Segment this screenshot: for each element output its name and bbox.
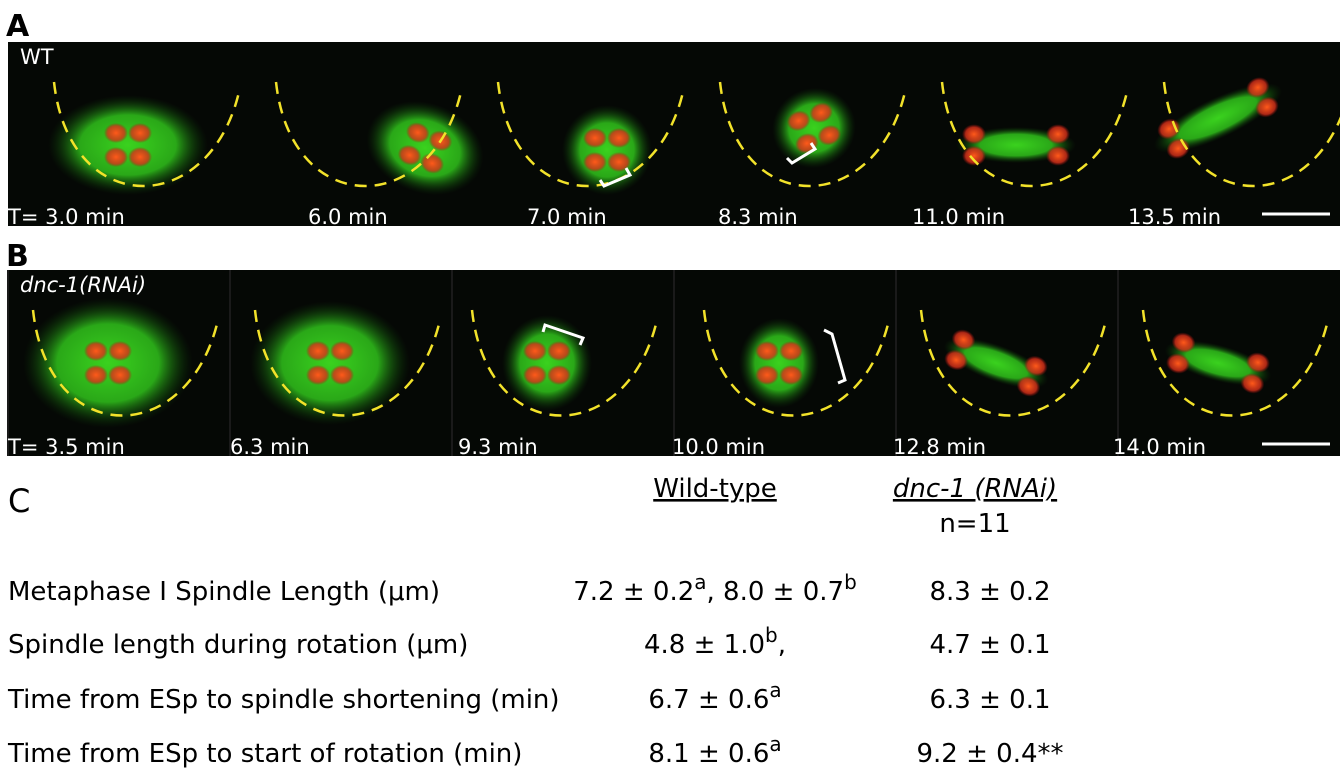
cell <box>23 298 193 428</box>
superscript: b <box>844 570 857 594</box>
time-label: 6.0 min <box>308 205 388 229</box>
value-text: 9.2 ± 0.4** <box>916 739 1063 769</box>
superscript: a <box>694 570 706 594</box>
condition-label: WT <box>20 45 54 69</box>
cell-value: 7.2 ± 0.2a, 8.0 ± 0.7b <box>573 570 857 607</box>
panel-label: C <box>8 482 30 520</box>
spindle <box>250 301 410 425</box>
chromosome <box>1046 124 1070 144</box>
chromosome <box>583 152 607 172</box>
cell-value: 8.3 ± 0.2 <box>929 577 1050 607</box>
time-label: T= 3.5 min <box>7 435 125 459</box>
chromosome <box>84 365 108 385</box>
cell-value: 6.7 ± 0.6a <box>648 678 781 715</box>
chromosome <box>306 341 330 361</box>
row-label: Metaphase I Spindle Length (μm) <box>8 577 440 607</box>
chromosome <box>84 341 108 361</box>
chromosome <box>128 147 152 167</box>
spindle <box>23 298 193 428</box>
cell-value: 9.2 ± 0.4** <box>916 739 1063 769</box>
cell <box>502 315 592 411</box>
chromosome <box>607 128 631 148</box>
spindle <box>562 105 652 195</box>
cell-value: 4.8 ± 1.0b, <box>644 623 786 660</box>
chromosome <box>547 341 571 361</box>
time-label: 14.0 min <box>1113 435 1206 459</box>
value-text: 4.8 ± 1.0 <box>644 630 765 660</box>
chromosome <box>104 123 128 143</box>
sample-size: n=11 <box>939 509 1010 539</box>
time-label: 7.0 min <box>527 205 607 229</box>
chromosome <box>779 341 803 361</box>
chromosome <box>962 124 986 144</box>
chromosome <box>755 341 779 361</box>
value-text: , 8.0 ± 0.7 <box>707 577 845 607</box>
time-label: 9.3 min <box>458 435 538 459</box>
chromosome <box>523 365 547 385</box>
chromosome <box>547 365 571 385</box>
cell-value: 8.1 ± 0.6a <box>648 732 781 769</box>
chromosome <box>108 365 132 385</box>
time-label: 11.0 min <box>912 205 1005 229</box>
chromosome <box>755 365 779 385</box>
chromosome <box>128 123 152 143</box>
time-label: 10.0 min <box>672 435 765 459</box>
cell <box>48 95 208 195</box>
value-text: 4.7 ± 0.1 <box>929 630 1050 660</box>
value-text: , <box>778 630 786 660</box>
chromosome <box>1046 146 1070 166</box>
chromosome <box>330 341 354 361</box>
column-header: Wild-type <box>653 474 777 504</box>
figure: A T= 3.0 min 6.0 min 7.0 min 8.3 min 11.0 min… <box>0 0 1340 772</box>
time-label: 13.5 min <box>1128 205 1221 229</box>
value-text: 6.7 ± 0.6 <box>648 685 769 715</box>
row-label: Time from ESp to spindle shortening (min… <box>7 685 560 715</box>
cell <box>739 318 819 408</box>
superscript: b <box>765 623 778 647</box>
chromosome <box>104 147 128 167</box>
chromosome <box>583 128 607 148</box>
cell-value: 4.7 ± 0.1 <box>929 630 1050 660</box>
superscript: a <box>769 732 781 756</box>
chromosome <box>523 341 547 361</box>
column-header: dnc-1 (RNAi) <box>893 474 1057 504</box>
panel-label: B <box>6 239 29 274</box>
value-text: 8.1 ± 0.6 <box>648 739 769 769</box>
superscript: a <box>769 678 781 702</box>
row-label: Spindle length during rotation (μm) <box>8 630 468 660</box>
value-text: 8.3 ± 0.2 <box>929 577 1050 607</box>
time-label: 6.3 min <box>230 435 310 459</box>
value-text: 6.3 ± 0.1 <box>929 685 1050 715</box>
time-label: T= 3.0 min <box>7 205 125 229</box>
spindle <box>502 315 592 411</box>
chromosome <box>306 365 330 385</box>
panel-label: A <box>6 9 30 44</box>
cell <box>562 105 652 195</box>
time-label: 12.8 min <box>893 435 986 459</box>
cell <box>250 301 410 425</box>
cell-value: 6.3 ± 0.1 <box>929 685 1050 715</box>
chromosome <box>108 341 132 361</box>
spindle <box>739 318 819 408</box>
spindle <box>48 95 208 195</box>
value-text: 7.2 ± 0.2 <box>573 577 694 607</box>
chromosome <box>330 365 354 385</box>
micrograph <box>8 42 1340 226</box>
chromosome <box>779 365 803 385</box>
condition-label: dnc-1(RNAi) <box>20 273 146 297</box>
row-label: Time from ESp to start of rotation (min) <box>7 739 522 769</box>
time-label: 8.3 min <box>718 205 798 229</box>
